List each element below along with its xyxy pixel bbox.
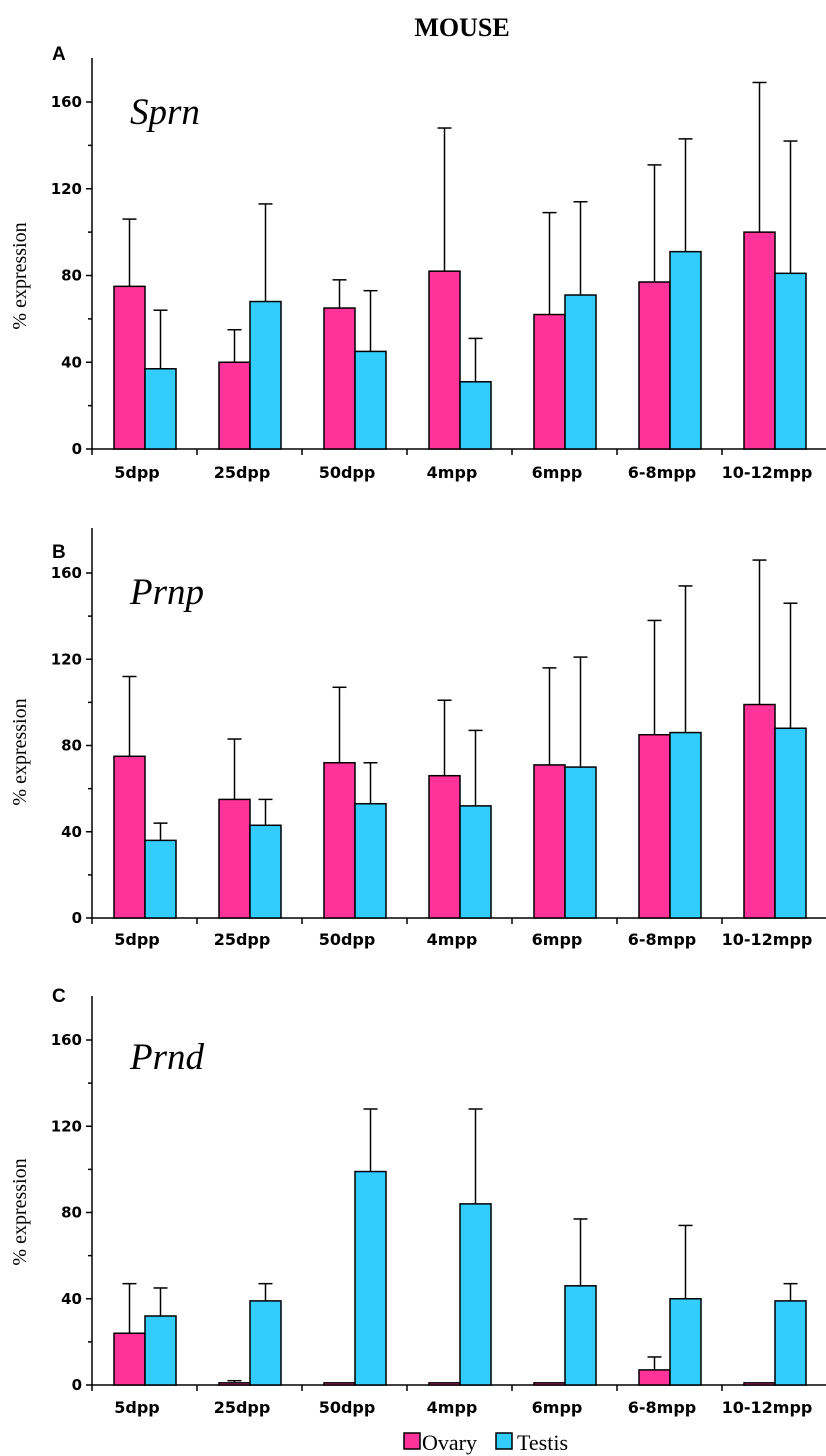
x-tick-label: 50dpp: [319, 1398, 376, 1417]
bar-testis: [144, 839, 177, 919]
y-axis-label: % expression: [9, 1158, 31, 1265]
bar-testis: [669, 731, 702, 919]
bar-ovary: [533, 764, 566, 919]
bar-ovary: [638, 1369, 671, 1386]
bar-ovary: [218, 1382, 251, 1386]
bar-testis: [459, 381, 492, 450]
bar-ovary: [218, 798, 251, 919]
panel-letter: C: [52, 986, 66, 1007]
y-tick-label: 80: [61, 267, 82, 285]
legend-label-testis: Testis: [517, 1430, 568, 1455]
bar-testis: [564, 766, 597, 919]
x-tick-label: 6mpp: [532, 930, 583, 949]
bar-testis: [564, 294, 597, 450]
y-axis-label: % expression: [9, 222, 31, 329]
panel-b: B Prnp % expression 0 40 80 120 160 5dpp 25dpp 50d…: [9, 528, 826, 949]
x-tick-label: 10-12mpp: [722, 463, 813, 482]
y-tick-label: 40: [61, 823, 82, 841]
bar-ovary: [533, 313, 566, 450]
x-tick-label: 6-8mpp: [628, 1398, 696, 1417]
bar-testis: [144, 1315, 177, 1386]
bar-testis: [774, 1300, 807, 1386]
bar-ovary: [323, 762, 356, 919]
y-tick-label: 80: [61, 1204, 82, 1222]
y-tick-label: 120: [51, 180, 82, 198]
bar-testis: [249, 300, 282, 450]
legend-swatch-testis: [495, 1432, 513, 1450]
y-tick-label: 120: [51, 650, 82, 668]
x-tick-label: 5dpp: [114, 1398, 160, 1417]
bar-ovary: [323, 1382, 356, 1386]
bar-ovary: [743, 231, 776, 450]
bar-testis: [774, 272, 807, 450]
gene-title: Prnp: [129, 572, 204, 613]
x-tick-label: 4mpp: [427, 930, 478, 949]
y-tick-label: 120: [51, 1117, 82, 1135]
y-tick-label: 0: [72, 1376, 82, 1394]
bar-testis: [459, 1203, 492, 1386]
y-tick-label: 80: [61, 737, 82, 755]
bar-ovary: [638, 281, 671, 450]
panel-letter: B: [52, 542, 66, 563]
gene-title: Sprn: [130, 92, 200, 133]
y-tick-label: 160: [51, 93, 82, 111]
x-tick-label: 25dpp: [214, 463, 271, 482]
x-tick-label: 6-8mpp: [628, 930, 696, 949]
figure-title: MOUSE: [414, 13, 509, 42]
bar-testis: [249, 824, 282, 919]
x-tick-label: 50dpp: [319, 463, 376, 482]
x-tick-label: 6-8mpp: [628, 463, 696, 482]
x-tick-label: 5dpp: [114, 930, 160, 949]
bar-ovary: [218, 361, 251, 450]
panel-c: C Prnd % expression 0 40 80 120 160 5dpp 25dpp 50d…: [9, 986, 826, 1417]
y-tick-label: 40: [61, 1290, 82, 1308]
bar-testis: [354, 350, 387, 450]
bar-ovary: [533, 1382, 566, 1386]
x-tick-label: 4mpp: [427, 463, 478, 482]
bar-testis: [459, 805, 492, 919]
bar-ovary: [638, 733, 671, 919]
bar-ovary: [743, 703, 776, 919]
y-tick-label: 40: [61, 353, 82, 371]
bar-ovary: [113, 755, 146, 919]
x-tick-label: 6mpp: [532, 463, 583, 482]
x-tick-label: 25dpp: [214, 930, 271, 949]
bar-ovary: [428, 270, 461, 450]
bar-testis: [249, 1300, 282, 1386]
panel-letter: A: [52, 44, 66, 65]
bar-testis: [144, 368, 177, 450]
y-tick-label: 0: [72, 440, 82, 458]
bar-testis: [354, 1170, 387, 1386]
legend: Ovary Testis: [403, 1430, 568, 1455]
bar-ovary: [428, 774, 461, 919]
bar-ovary: [428, 1382, 461, 1386]
panel-a: A Sprn % expression 0 40 80 120 160 5dpp 25dpp 50d…: [9, 44, 826, 482]
x-tick-label: 50dpp: [319, 930, 376, 949]
bar-ovary: [323, 307, 356, 450]
x-tick-label: 25dpp: [214, 1398, 271, 1417]
y-tick-label: 160: [51, 564, 82, 582]
bar-testis: [669, 1298, 702, 1386]
bar-testis: [354, 802, 387, 919]
y-axis-label: % expression: [9, 698, 31, 805]
bar-testis: [564, 1285, 597, 1386]
y-tick-label: 0: [72, 909, 82, 927]
bar-testis: [774, 727, 807, 919]
legend-label-ovary: Ovary: [422, 1430, 477, 1455]
x-tick-label: 10-12mpp: [722, 1398, 813, 1417]
x-tick-label: 10-12mpp: [722, 930, 813, 949]
bar-testis: [669, 250, 702, 450]
bar-ovary: [743, 1382, 776, 1386]
bar-ovary: [113, 1332, 146, 1386]
gene-title: Prnd: [129, 1037, 205, 1078]
bar-ovary: [113, 285, 146, 450]
legend-swatch-ovary: [403, 1432, 421, 1450]
y-tick-label: 160: [51, 1031, 82, 1049]
x-tick-label: 6mpp: [532, 1398, 583, 1417]
x-tick-label: 4mpp: [427, 1398, 478, 1417]
x-tick-label: 5dpp: [114, 463, 160, 482]
